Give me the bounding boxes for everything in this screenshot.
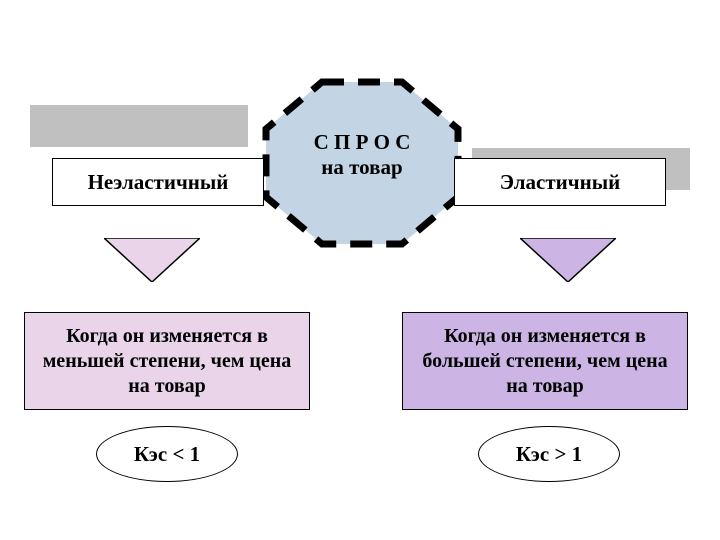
label-right-text: Эластичный xyxy=(500,170,620,195)
diagram-stage: С П Р О С на товар Неэластичный Эластичн… xyxy=(0,0,720,540)
label-right: Эластичный xyxy=(454,158,666,206)
center-line1: С П Р О С xyxy=(314,130,411,154)
ellipse-right: Кэс > 1 xyxy=(478,426,620,482)
label-left-text: Неэластичный xyxy=(88,170,229,195)
desc-left: Когда он изменяется в меньшей степени, ч… xyxy=(24,312,310,410)
desc-left-text: Когда он изменяется в меньшей степени, ч… xyxy=(37,324,297,399)
desc-right: Когда он изменяется в большей степени, ч… xyxy=(402,312,688,410)
formula-left: Кэс < 1 xyxy=(134,442,200,467)
triangle-left xyxy=(104,238,200,282)
label-left: Неэластичный xyxy=(52,158,264,206)
formula-right: Кэс > 1 xyxy=(516,442,582,467)
center-line2: на товар xyxy=(321,155,402,179)
ellipse-left: Кэс < 1 xyxy=(96,426,238,482)
center-title: С П Р О С на товар xyxy=(262,130,462,180)
desc-right-text: Когда он изменяется в большей степени, ч… xyxy=(415,324,675,399)
triangle-right xyxy=(520,238,616,282)
grey-shadow-left xyxy=(30,105,248,147)
